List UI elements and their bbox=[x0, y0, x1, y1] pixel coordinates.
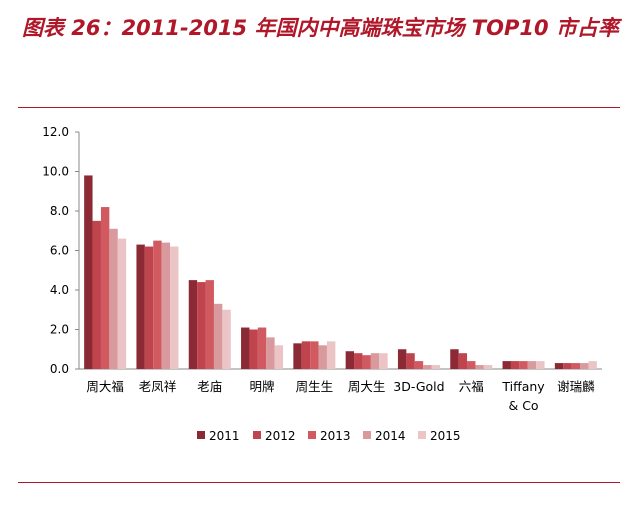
bar-2011 bbox=[502, 361, 511, 369]
bar-2011 bbox=[345, 351, 355, 369]
y-tick-label: 4.0 bbox=[50, 283, 69, 297]
bar-2015 bbox=[536, 361, 545, 369]
bar-2012 bbox=[249, 329, 258, 369]
bar-2012 bbox=[563, 363, 572, 369]
category-label: 老凤祥 bbox=[139, 379, 177, 394]
bar-2014 bbox=[161, 242, 171, 369]
bar-2015 bbox=[483, 365, 493, 369]
bar-2012 bbox=[354, 353, 363, 369]
bar-2015 bbox=[222, 309, 231, 369]
category-label: 老庙 bbox=[197, 379, 222, 394]
legend-label-2012: 2012 bbox=[265, 429, 296, 443]
bar-2014 bbox=[266, 337, 275, 369]
category-label-line2: & Co bbox=[508, 398, 538, 413]
y-tick-label: 2.0 bbox=[50, 323, 69, 337]
category-label: 明牌 bbox=[250, 379, 275, 394]
bar-2015 bbox=[326, 341, 336, 369]
bar-2015 bbox=[588, 361, 597, 369]
bar-2011 bbox=[136, 244, 145, 369]
bar-2013 bbox=[467, 361, 476, 369]
y-tick-label: 6.0 bbox=[50, 244, 69, 258]
bar-2011 bbox=[450, 349, 459, 369]
legend-swatch-2011 bbox=[197, 431, 205, 439]
y-tick-label: 10.0 bbox=[42, 165, 69, 179]
bars bbox=[84, 175, 597, 369]
bar-2011 bbox=[554, 363, 564, 369]
bar-2013 bbox=[362, 355, 371, 369]
bar-2012 bbox=[92, 220, 101, 369]
bar-2014 bbox=[370, 353, 380, 369]
bar-2015 bbox=[379, 353, 388, 369]
top-divider bbox=[18, 107, 620, 108]
bar-2013 bbox=[100, 207, 110, 369]
bar-2014 bbox=[109, 228, 118, 369]
y-tick-labels: 0.0 2.0 4.0 6.0 8.0 10.0 12.0 bbox=[42, 125, 69, 376]
legend: 2011 2012 2013 2014 2015 bbox=[197, 429, 461, 443]
bar-2012 bbox=[144, 246, 154, 369]
category-label: 周大福 bbox=[86, 379, 124, 394]
bar-2012 bbox=[458, 353, 468, 369]
bar-2013 bbox=[257, 327, 267, 369]
bar-2013 bbox=[571, 363, 581, 369]
bar-2013 bbox=[153, 240, 162, 369]
bar-2014 bbox=[527, 361, 537, 369]
bar-2012 bbox=[197, 282, 206, 369]
bar-2014 bbox=[213, 303, 223, 369]
bar-2013 bbox=[414, 361, 424, 369]
y-tick-label: 0.0 bbox=[50, 362, 69, 376]
bar-2011 bbox=[84, 175, 93, 369]
bar-2014 bbox=[475, 365, 484, 369]
bar-2012 bbox=[301, 341, 311, 369]
legend-label-2015: 2015 bbox=[430, 429, 461, 443]
legend-swatch-2014 bbox=[363, 431, 371, 439]
bar-2015 bbox=[170, 246, 179, 369]
category-label: 六福 bbox=[459, 379, 484, 394]
legend-swatch-2012 bbox=[253, 431, 261, 439]
bar-2014 bbox=[423, 365, 432, 369]
legend-label-2014: 2014 bbox=[375, 429, 406, 443]
bar-2015 bbox=[431, 365, 440, 369]
bar-2011 bbox=[241, 327, 250, 369]
category-labels: 周大福 老凤祥 老庙 明牌 周生生 周大生 3D-Gold 六福 Tiffany & Co 谢瑞麟 bbox=[86, 379, 595, 413]
chart-title: 图表 26：2011-2015 年国内中高端珠宝市场 TOP10 市占率 bbox=[22, 16, 619, 40]
bar-2013 bbox=[310, 341, 319, 369]
bar-2011 bbox=[188, 280, 198, 369]
bar-2012 bbox=[510, 361, 520, 369]
y-tick-label: 8.0 bbox=[50, 204, 69, 218]
bar-2011 bbox=[293, 343, 302, 369]
legend-swatch-2015 bbox=[418, 431, 426, 439]
bar-2015 bbox=[274, 345, 284, 369]
bottom-divider bbox=[18, 482, 620, 483]
category-label: 周大生 bbox=[348, 379, 386, 394]
bar-2013 bbox=[519, 361, 528, 369]
bar-2014 bbox=[318, 345, 327, 369]
legend-swatch-2013 bbox=[308, 431, 316, 439]
category-label: 谢瑞麟 bbox=[557, 379, 595, 394]
category-label: 3D-Gold bbox=[393, 379, 444, 394]
legend-label-2011: 2011 bbox=[209, 429, 240, 443]
category-label: Tiffany bbox=[501, 379, 545, 394]
legend-label-2013: 2013 bbox=[320, 429, 351, 443]
bar-2013 bbox=[205, 280, 214, 369]
bar-2015 bbox=[117, 238, 127, 369]
bar-2014 bbox=[580, 363, 589, 369]
bar-2012 bbox=[406, 353, 415, 369]
category-label: 周生生 bbox=[296, 379, 334, 394]
y-tick-label: 12.0 bbox=[42, 125, 69, 139]
bar-2011 bbox=[397, 349, 407, 369]
